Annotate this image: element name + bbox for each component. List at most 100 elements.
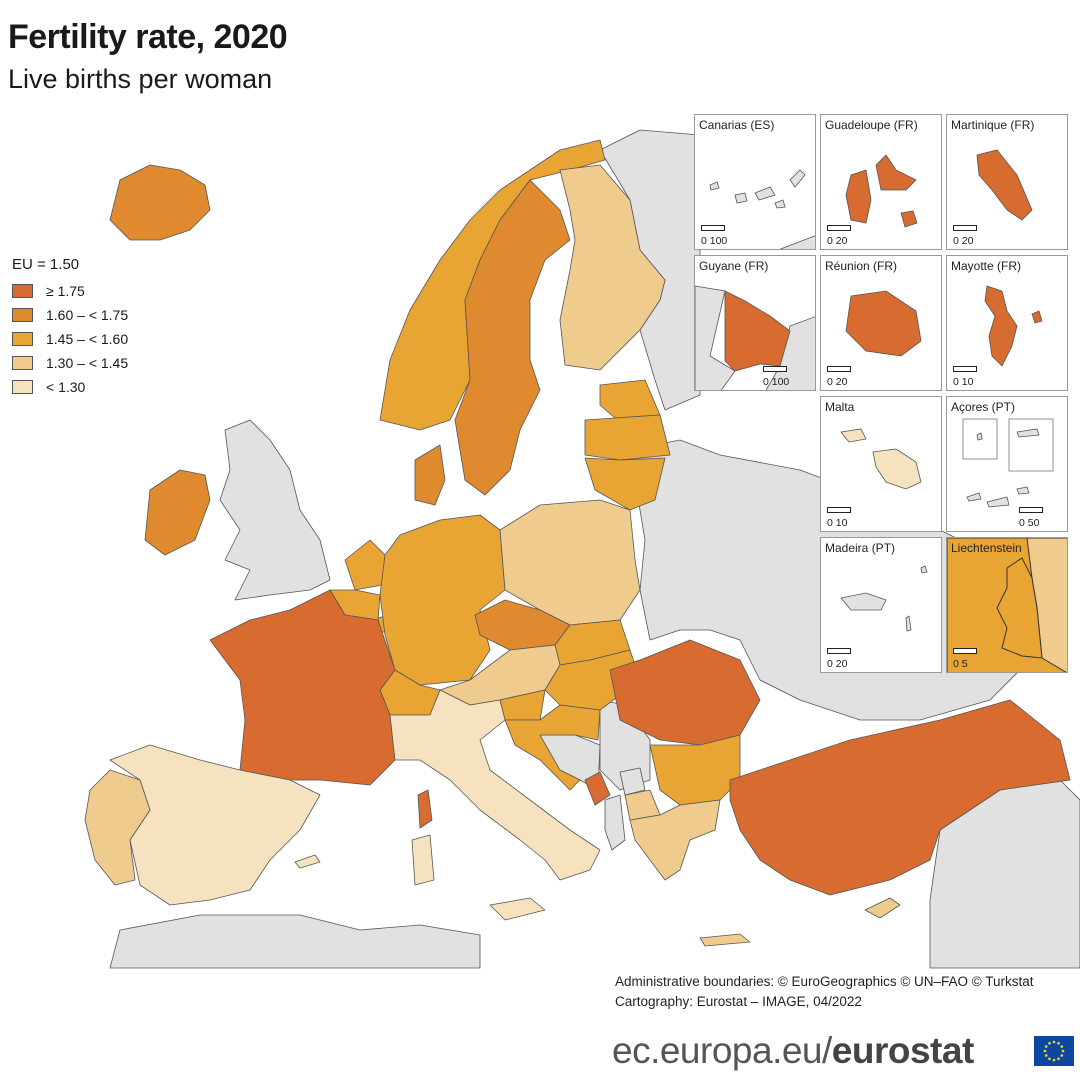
scale-bar xyxy=(827,507,851,513)
legend-item: 1.30 – < 1.45 xyxy=(12,351,128,375)
page-title: Fertility rate, 2020 xyxy=(8,18,288,56)
region-iceland xyxy=(109,164,211,241)
inset-martinique: Martinique (FR) 0 20 xyxy=(946,114,1068,250)
inset-guyane: Guyane (FR) 0 100 xyxy=(694,255,816,391)
inset-label: Mayotte (FR) xyxy=(951,259,1022,273)
legend-label: 1.45 – < 1.60 xyxy=(46,331,129,347)
scale-label: 0 20 xyxy=(953,235,974,247)
inset-shape xyxy=(774,199,786,209)
region-latvia xyxy=(584,414,671,461)
inset-label: Malta xyxy=(825,400,855,414)
flag-star xyxy=(1044,1054,1048,1057)
inset-reunion: Réunion (FR) 0 20 xyxy=(820,255,942,391)
scale-bar xyxy=(827,366,851,372)
region-sweden xyxy=(454,179,571,496)
eu-flag-icon xyxy=(1034,1036,1074,1066)
legend-item: ≥ 1.75 xyxy=(12,279,128,303)
scale-bar xyxy=(701,225,725,231)
legend-item: 1.60 – < 1.75 xyxy=(12,303,128,327)
region-albania xyxy=(604,794,626,851)
region-finland xyxy=(559,164,666,371)
inset-madeira: Madeira (PT) 0 20 xyxy=(820,537,942,673)
scale-label: 0 20 xyxy=(827,658,848,670)
inset-liechtenstein: Liechtenstein 0 5 xyxy=(946,537,1068,673)
footer-domain: ec.europa.eu/ xyxy=(612,1030,832,1071)
flag-star xyxy=(1048,1057,1051,1061)
inset-shape xyxy=(996,557,1043,659)
legend-label: 1.60 – < 1.75 xyxy=(46,307,129,323)
inset-label: Madeira (PT) xyxy=(825,541,896,555)
legend-label: < 1.30 xyxy=(46,379,86,395)
inset-shape xyxy=(845,169,872,224)
region-italy xyxy=(389,689,601,881)
region-estonia xyxy=(599,379,661,419)
inset-mayotte: Mayotte (FR) 0 10 xyxy=(946,255,1068,391)
inset-shape xyxy=(789,169,806,188)
region-lithuania xyxy=(584,457,666,511)
region-turkey xyxy=(729,699,1071,896)
inset-label: Réunion (FR) xyxy=(825,259,898,273)
flag-star xyxy=(1043,1049,1047,1053)
region-north-africa xyxy=(109,914,481,969)
region-france xyxy=(209,589,396,786)
inset-shape xyxy=(986,496,1010,508)
inset-shape xyxy=(840,592,887,611)
flag-star xyxy=(1057,1041,1060,1045)
region-romania xyxy=(609,639,761,746)
scale-label: 0 10 xyxy=(827,517,848,529)
inset-shape xyxy=(875,154,917,191)
inset-shape xyxy=(724,290,791,372)
region-denmark xyxy=(414,444,446,506)
inset-shape xyxy=(754,186,776,201)
scale-bar xyxy=(827,648,851,654)
footer-link[interactable]: ec.europa.eu/eurostat xyxy=(612,1030,974,1072)
scale-label: 0 100 xyxy=(763,376,790,388)
region-crete xyxy=(699,933,751,947)
region-balearics xyxy=(294,854,321,869)
flag-star xyxy=(1060,1054,1064,1057)
region-germany xyxy=(379,514,506,686)
scale-bar xyxy=(827,225,851,231)
inset-shape xyxy=(779,235,815,249)
inset-label: Martinique (FR) xyxy=(951,118,1035,132)
legend-item: < 1.30 xyxy=(12,375,128,399)
eu-average-label: EU = 1.50 xyxy=(12,256,80,273)
region-cyprus xyxy=(864,897,901,919)
scale-bar xyxy=(953,225,977,231)
inset-shape xyxy=(1031,310,1043,324)
scale-label: 0 20 xyxy=(827,376,848,388)
map-legend: EU = 1.50 ≥ 1.75 1.60 – < 1.75 1.45 – < … xyxy=(12,256,128,399)
inset-shape xyxy=(976,432,983,441)
inset-shape xyxy=(734,192,748,204)
inset-shape xyxy=(920,565,928,574)
inset-label: Guyane (FR) xyxy=(699,259,769,273)
inset-azores: Açores (PT) 0 50 xyxy=(946,396,1068,532)
scale-label: 0 50 xyxy=(1019,517,1040,529)
inset-shape xyxy=(900,210,918,228)
legend-swatch xyxy=(12,380,33,394)
legend-swatch xyxy=(12,284,33,298)
scale-label: 0 10 xyxy=(953,376,974,388)
inset-shape xyxy=(966,492,982,502)
legend-label: 1.30 – < 1.45 xyxy=(46,355,129,371)
credit-boundaries: Administrative boundaries: © EuroGeograp… xyxy=(615,974,1034,989)
scale-bar xyxy=(1019,507,1043,513)
credits: Administrative boundaries: © EuroGeograp… xyxy=(615,972,1034,1012)
inset-shape xyxy=(840,428,867,443)
legend-label: ≥ 1.75 xyxy=(46,283,85,299)
credit-cartography: Cartography: Eurostat – IMAGE, 04/2022 xyxy=(615,994,862,1009)
flag-star xyxy=(1052,1040,1056,1044)
flag-star xyxy=(1057,1057,1060,1061)
footer-brand: eurostat xyxy=(831,1030,974,1071)
inset-shape xyxy=(845,290,922,357)
region-bulgaria xyxy=(649,734,741,806)
region-ireland xyxy=(144,469,211,556)
inset-shape xyxy=(1016,486,1030,495)
region-greece xyxy=(629,799,721,881)
inset-malta: Malta 0 10 xyxy=(820,396,942,532)
inset-label: Guadeloupe (FR) xyxy=(825,118,918,132)
legend-item: 1.45 – < 1.60 xyxy=(12,327,128,351)
region-netherlands xyxy=(344,539,386,591)
region-croatia xyxy=(504,704,601,791)
